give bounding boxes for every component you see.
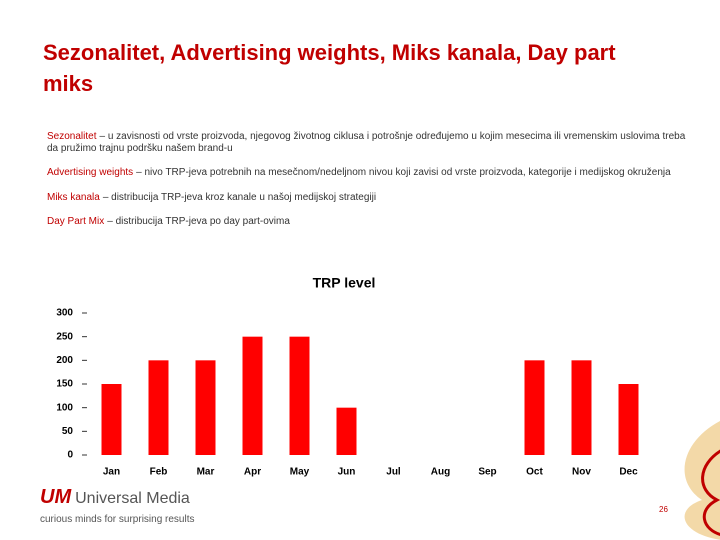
bar <box>195 360 216 455</box>
y-tick-label: 150 <box>56 379 73 390</box>
x-tick-label: Nov <box>572 467 591 478</box>
slide-title: Sezonalitet, Advertising weights, Miks k… <box>43 40 616 96</box>
logo: UM Universal Media curious minds for surp… <box>40 486 195 525</box>
x-tick-label: Jul <box>386 467 401 478</box>
bar <box>524 360 545 455</box>
x-tick-label: Jan <box>103 467 120 478</box>
paragraphs: Sezonalitet – u zavisnosti od vrste proiz… <box>47 131 687 241</box>
bar <box>242 336 263 455</box>
chart-title: TRP level <box>313 275 376 291</box>
bar <box>336 407 357 455</box>
bar <box>101 384 122 455</box>
x-tick-label: Mar <box>197 467 215 478</box>
term: Day Part Mix <box>47 216 105 227</box>
text: – distribucija TRP-jeva po day part-ovim… <box>107 216 290 227</box>
tagline: curious minds for surprising results <box>40 514 195 525</box>
y-tick-label: 300 <box>56 308 73 319</box>
y-tick-label: 200 <box>56 355 73 366</box>
chart: TRP level 0 50 100 150 200 250 300 Jan Feb Mar Apr… <box>56 275 639 478</box>
paragraph: Sezonalitet – u zavisnosti od vrste proiz… <box>47 131 687 154</box>
y-tick-label: 100 <box>56 402 73 413</box>
x-tick-label: Aug <box>431 467 450 478</box>
paragraph: Advertising weights – nivo TRP-jeva potre… <box>47 167 687 179</box>
bar <box>618 384 639 455</box>
text: – distribucija TRP-jeva kroz kanale u na… <box>102 191 377 203</box>
x-tick-label: Apr <box>244 467 261 478</box>
bar <box>148 360 169 455</box>
bar <box>571 360 592 455</box>
page-number: 26 <box>659 505 668 514</box>
paragraph: Day Part Mix – distribucija TRP-jeva po d… <box>47 216 687 228</box>
x-tick-label: Oct <box>526 467 543 478</box>
term: Advertising weights <box>47 167 134 178</box>
x-tick-label: Feb <box>150 467 168 478</box>
paragraph: Miks kanala – distribucija TRP-jeva kroz … <box>47 192 687 204</box>
decoration <box>684 421 720 540</box>
x-tick-label: Sep <box>478 467 496 478</box>
term: Miks kanala <box>47 191 100 203</box>
x-tick-label: Dec <box>619 467 638 478</box>
logo-mark: UM <box>40 486 72 508</box>
text: – u zavisnosti od vrste proizvoda, njego… <box>47 131 686 154</box>
logo-name: Universal Media <box>75 490 190 507</box>
term: Sezonalitet <box>47 131 97 142</box>
y-tick-label: 50 <box>62 426 74 437</box>
y-tick-label: 250 <box>56 331 73 342</box>
swirl <box>701 449 720 536</box>
y-tick-label: 0 <box>67 450 73 461</box>
x-tick-label: Jun <box>338 467 356 478</box>
bar <box>289 336 310 455</box>
x-tick-label: May <box>290 467 310 478</box>
text: – nivo TRP-jeva potrebnih na mesečnom/ne… <box>136 167 671 178</box>
